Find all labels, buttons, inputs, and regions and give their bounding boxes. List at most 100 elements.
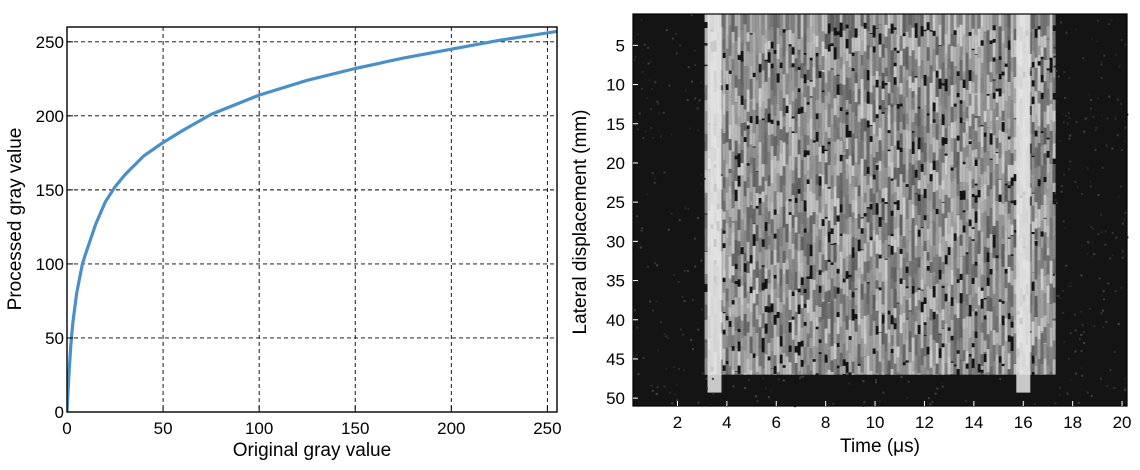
heatmap-streak	[914, 125, 918, 143]
heatmap-streak	[1037, 186, 1041, 223]
heatmap-streak	[938, 279, 942, 304]
heatmap-streak	[968, 273, 972, 302]
heatmap-streak	[857, 251, 861, 283]
heatmap-noise	[1103, 54, 1106, 57]
heatmap-streak	[953, 366, 957, 375]
heatmap-streak	[821, 56, 825, 70]
heatmap-streak	[1010, 34, 1014, 61]
heatmap-streak	[962, 199, 966, 211]
heatmap-streak	[986, 216, 990, 253]
heatmap-streak	[851, 320, 855, 359]
heatmap-streak	[737, 14, 741, 56]
heatmap-noise	[748, 379, 750, 382]
heatmap-streak	[917, 356, 921, 375]
heatmap-streak	[737, 270, 741, 280]
heatmap-noise	[1083, 342, 1086, 344]
heatmap-noise	[693, 237, 696, 240]
heatmap-noise	[683, 269, 686, 272]
heatmap-streak	[812, 193, 816, 226]
heatmap-streak	[851, 257, 855, 293]
heatmap-streak	[899, 174, 903, 196]
heatmap-streak	[968, 35, 972, 68]
heatmap-streak	[959, 199, 963, 229]
heatmap-streak	[935, 214, 939, 249]
heatmap-streak	[854, 162, 858, 183]
heatmap-streak	[878, 86, 882, 106]
heatmap-streak	[908, 76, 912, 92]
heatmap-streak	[890, 50, 894, 91]
heatmap-streak	[956, 61, 960, 72]
heatmap-streak	[794, 217, 798, 241]
heatmap-streak	[989, 120, 993, 130]
heatmap-streak	[758, 72, 762, 102]
heatmap-streak	[836, 105, 840, 119]
heatmap-streak	[824, 362, 828, 375]
heatmap-streak	[854, 356, 858, 375]
heatmap-streak	[1040, 119, 1044, 131]
heatmap-streak	[926, 160, 930, 196]
heatmap-streak	[839, 235, 843, 258]
heatmap-streak	[857, 365, 861, 375]
heatmap-streak	[902, 14, 906, 34]
heatmap-streak	[956, 97, 960, 122]
heatmap-streak	[704, 342, 708, 369]
heatmap-streak	[755, 102, 759, 116]
heatmap-noise	[875, 381, 877, 384]
heatmap-streak	[722, 313, 726, 330]
heatmap-noise	[688, 127, 691, 130]
heatmap-streak	[761, 368, 765, 375]
heatmap-streak	[950, 284, 954, 298]
heatmap-streak	[1043, 182, 1047, 204]
heatmap-noise	[1086, 391, 1089, 394]
heatmap-streak	[770, 14, 774, 28]
heatmap-streak	[749, 241, 753, 256]
heatmap-streak	[878, 202, 882, 217]
heatmap-streak	[764, 207, 768, 223]
heatmap-streak	[923, 14, 927, 30]
heatmap-streak	[854, 116, 858, 137]
heatmap-streak	[797, 39, 801, 50]
heatmap-streak	[893, 105, 897, 123]
heatmap-streak	[1031, 51, 1035, 62]
heatmap-streak	[884, 48, 888, 83]
heatmap-streak	[845, 14, 849, 25]
heatmap-noise	[636, 128, 639, 131]
heatmap-streak	[956, 282, 960, 314]
heatmap-streak	[749, 34, 753, 68]
heatmap-streak	[980, 332, 984, 370]
heatmap-streak	[986, 43, 990, 76]
heatmap-noise	[695, 322, 698, 325]
heatmap-streak	[845, 372, 849, 375]
heatmap-streak	[860, 318, 864, 357]
heatmap-streak	[860, 338, 864, 364]
heatmap-streak	[803, 157, 807, 186]
heatmap-streak	[704, 358, 708, 375]
heatmap-streak	[758, 269, 762, 306]
heatmap-streak	[1034, 228, 1038, 240]
heatmap-streak	[980, 158, 984, 179]
heatmap-streak	[974, 265, 978, 288]
heatmap-streak	[1031, 14, 1035, 33]
heatmap-streak	[830, 301, 834, 343]
heatmap-streak	[893, 84, 897, 125]
heatmap-streak	[770, 233, 774, 252]
heatmap-streak	[722, 269, 726, 278]
heatmap-streak	[932, 191, 936, 214]
heatmap-noise	[644, 130, 647, 133]
heatmap-streak	[1040, 133, 1044, 152]
heatmap-streak	[1004, 66, 1008, 91]
heatmap-streak	[866, 370, 870, 375]
heatmap-noise	[634, 55, 637, 58]
heatmap-streak	[908, 331, 912, 352]
heatmap-streak	[821, 189, 825, 219]
heatmap-streak	[704, 45, 708, 65]
heatmap-streak	[740, 104, 744, 137]
heatmap-noise	[768, 396, 771, 399]
heatmap-streak	[797, 154, 801, 183]
heatmap-streak	[731, 170, 735, 181]
heatmap-streak	[1046, 346, 1050, 366]
heatmap-streak	[746, 111, 750, 122]
heatmap-noise	[671, 402, 674, 405]
heatmap-streak	[914, 59, 918, 77]
heatmap-streak	[737, 167, 741, 176]
